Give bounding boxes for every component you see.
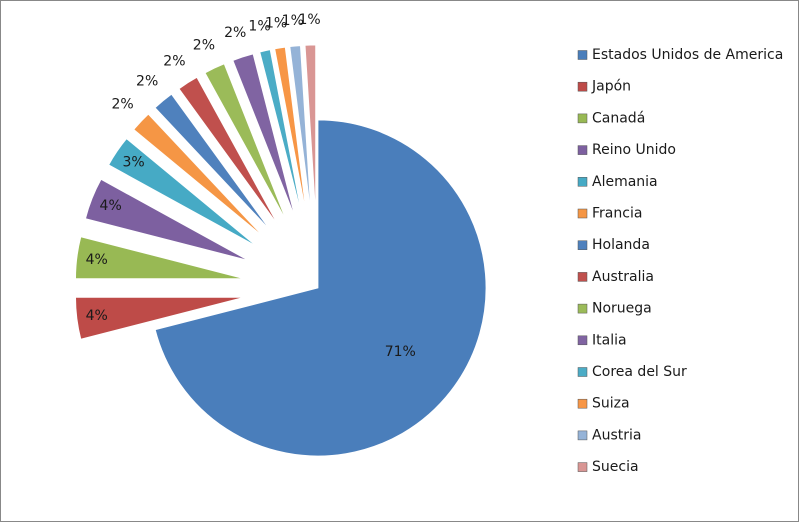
data-label: 2% (193, 38, 215, 54)
legend-swatch (577, 50, 588, 60)
legend-swatch (577, 177, 588, 187)
pie-slice (85, 178, 249, 261)
pie-slice (108, 138, 257, 247)
legend-label: Canadá (592, 110, 645, 126)
legend-swatch (577, 240, 588, 250)
data-label: 1% (265, 15, 287, 31)
data-label: 71% (385, 344, 416, 360)
legend-swatch (577, 208, 588, 219)
pie-slice (178, 76, 279, 225)
pie-slice (75, 297, 244, 340)
legend-label: Noruega (592, 301, 652, 317)
legend-swatch (577, 462, 588, 472)
pie-slice (304, 44, 317, 214)
legend-swatch (577, 113, 588, 124)
data-label: 4% (86, 308, 108, 324)
legend-label: Estados Unidos de America (592, 47, 783, 63)
pie-slice (133, 113, 264, 237)
legend-label: Reino Unido (592, 142, 676, 158)
legend-label: Corea del Sur (592, 364, 687, 380)
legend-swatch (577, 335, 588, 346)
legend-label: Japón (591, 79, 631, 95)
legend-label: Australia (592, 269, 654, 285)
legend-label: Francia (592, 206, 642, 222)
data-label: 4% (86, 252, 108, 268)
legend-label: Alemania (592, 174, 658, 190)
legend-label: Suiza (592, 396, 630, 412)
legend-swatch (577, 367, 588, 377)
pie-slice (75, 236, 244, 279)
pie-slice (259, 49, 303, 215)
data-label: 2% (136, 74, 158, 90)
data-label: 4% (100, 198, 122, 214)
data-label: 2% (224, 25, 246, 41)
legend-label: Austria (592, 427, 641, 443)
data-label: 1% (282, 13, 304, 29)
data-label: 2% (163, 54, 185, 70)
pie-slice (289, 45, 312, 214)
legend-label: Suecia (592, 459, 639, 475)
pie-slice (154, 93, 271, 231)
legend-swatch (577, 430, 588, 441)
data-label: 3% (122, 155, 144, 171)
data-label: 2% (112, 97, 134, 113)
pie-slice (232, 53, 296, 217)
data-label: 1% (248, 18, 270, 34)
legend-swatch (577, 272, 588, 282)
pie-slice (154, 119, 487, 457)
legend-label: Holanda (592, 237, 650, 253)
pie-slice (204, 63, 287, 221)
legend-swatch (577, 145, 588, 155)
legend-swatch (577, 81, 588, 92)
data-label: 1% (298, 12, 320, 28)
legend-swatch (577, 398, 588, 409)
legend-swatch (577, 303, 588, 314)
pie-slice (274, 46, 307, 214)
legend-label: Italia (592, 332, 627, 348)
